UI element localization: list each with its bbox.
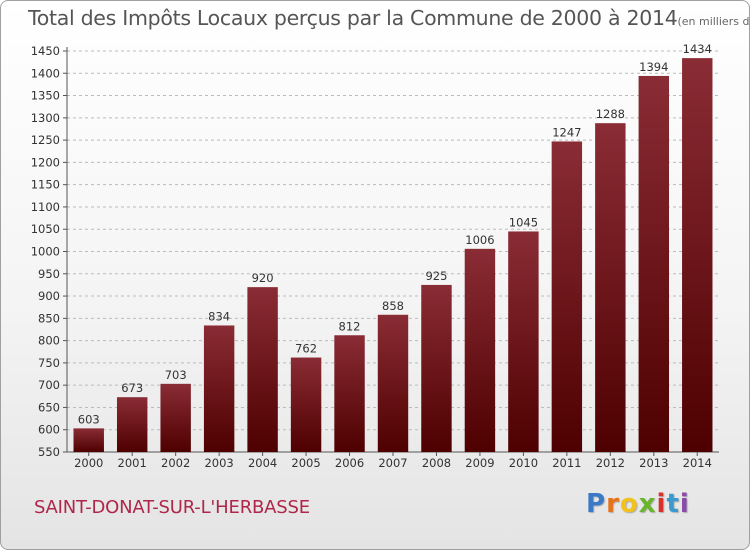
x-tick-label: 2012 [596, 456, 625, 470]
y-tick-label: 900 [38, 289, 60, 303]
y-tick-label: 1300 [31, 111, 60, 125]
bar-2008 [421, 284, 452, 452]
x-tick-label: 2011 [552, 456, 581, 470]
x-tick-label: 2001 [118, 456, 147, 470]
x-tick-label: 2002 [161, 456, 190, 470]
bar-2006 [334, 335, 365, 452]
data-label: 1006 [465, 233, 494, 247]
data-labels: 603 673 703 834 920 762 812 858 925 1006 1045 1247 1… [78, 42, 712, 426]
data-label: 920 [252, 271, 274, 285]
y-tick-label: 1450 [31, 44, 60, 58]
bar-2011 [551, 141, 583, 452]
x-tick-label: 2003 [204, 456, 233, 470]
bar-2004 [247, 287, 278, 452]
data-label: 812 [339, 319, 361, 333]
bars [73, 58, 713, 453]
y-tick-label: 1250 [31, 133, 60, 147]
y-tick-label: 1100 [31, 200, 60, 214]
data-label: 1045 [509, 215, 538, 229]
y-axis-ticks: 550 600 650 700 750 800 850 900 950 1000 1050 1100 1… [31, 44, 67, 459]
data-label: 703 [165, 368, 187, 382]
logo-letter: P [586, 489, 607, 519]
y-tick-label: 650 [38, 400, 60, 414]
bar-2012 [595, 123, 626, 453]
logo-letter: i [656, 489, 667, 519]
x-tick-label: 2010 [509, 456, 538, 470]
data-label: 1288 [596, 107, 625, 121]
y-tick-label: 1400 [31, 66, 60, 80]
bar-2002 [160, 383, 191, 452]
x-tick-label: 2005 [291, 456, 320, 470]
y-tick-label: 750 [38, 356, 60, 370]
proxiti-logo: Proxiti [586, 489, 690, 519]
x-tick-label: 2009 [465, 456, 494, 470]
data-label: 858 [382, 299, 404, 313]
bar-2001 [116, 397, 148, 452]
bar-2003 [203, 325, 235, 452]
x-tick-label: 2008 [422, 456, 451, 470]
data-label: 925 [425, 269, 447, 283]
chart-title: Total des Impôts Locaux perçus par la Co… [28, 6, 750, 30]
y-tick-label: 1350 [31, 89, 60, 103]
x-tick-label: 2014 [683, 456, 712, 470]
y-tick-label: 950 [38, 267, 60, 281]
bar-2013 [638, 75, 670, 452]
data-label: 603 [78, 412, 100, 426]
y-tick-label: 800 [38, 334, 60, 348]
bar-2009 [464, 248, 496, 452]
data-label: 834 [208, 309, 230, 323]
x-tick-label: 2013 [639, 456, 668, 470]
data-label: 1394 [639, 60, 668, 74]
data-label: 673 [121, 381, 143, 395]
logo-letter: o [619, 489, 639, 519]
y-tick-label: 850 [38, 311, 60, 325]
x-tick-label: 2007 [378, 456, 407, 470]
x-tick-label: 2006 [335, 456, 364, 470]
data-label: 1434 [683, 42, 712, 56]
y-tick-label: 1000 [31, 245, 60, 259]
bar-2005 [290, 357, 322, 452]
commune-name: SAINT-DONAT-SUR-L'HERBASSE [34, 497, 310, 518]
chart-unit-label: (en milliers d'€) [677, 15, 750, 28]
logo-letter: i [679, 489, 690, 519]
y-tick-label: 600 [38, 423, 60, 437]
y-tick-label: 550 [38, 445, 60, 459]
bar-2010 [508, 231, 539, 452]
y-tick-label: 1050 [31, 222, 60, 236]
y-tick-label: 1150 [31, 178, 60, 192]
bar-2014 [682, 58, 713, 453]
chart-title-text: Total des Impôts Locaux perçus par la Co… [28, 6, 678, 30]
logo-letter: x [638, 489, 657, 519]
x-tick-label: 2004 [248, 456, 277, 470]
data-label: 762 [295, 342, 317, 356]
bar-2000 [73, 428, 104, 452]
logo-letter: r [606, 489, 620, 519]
x-tick-label: 2000 [74, 456, 103, 470]
y-tick-label: 1200 [31, 155, 60, 169]
bar-2007 [377, 314, 409, 452]
data-label: 1247 [552, 125, 581, 139]
logo-letter: t [666, 489, 680, 519]
x-axis-ticks: 2000 2001 2002 2003 2004 2005 2006 2007 2008 2009… [74, 452, 712, 470]
y-tick-label: 700 [38, 378, 60, 392]
